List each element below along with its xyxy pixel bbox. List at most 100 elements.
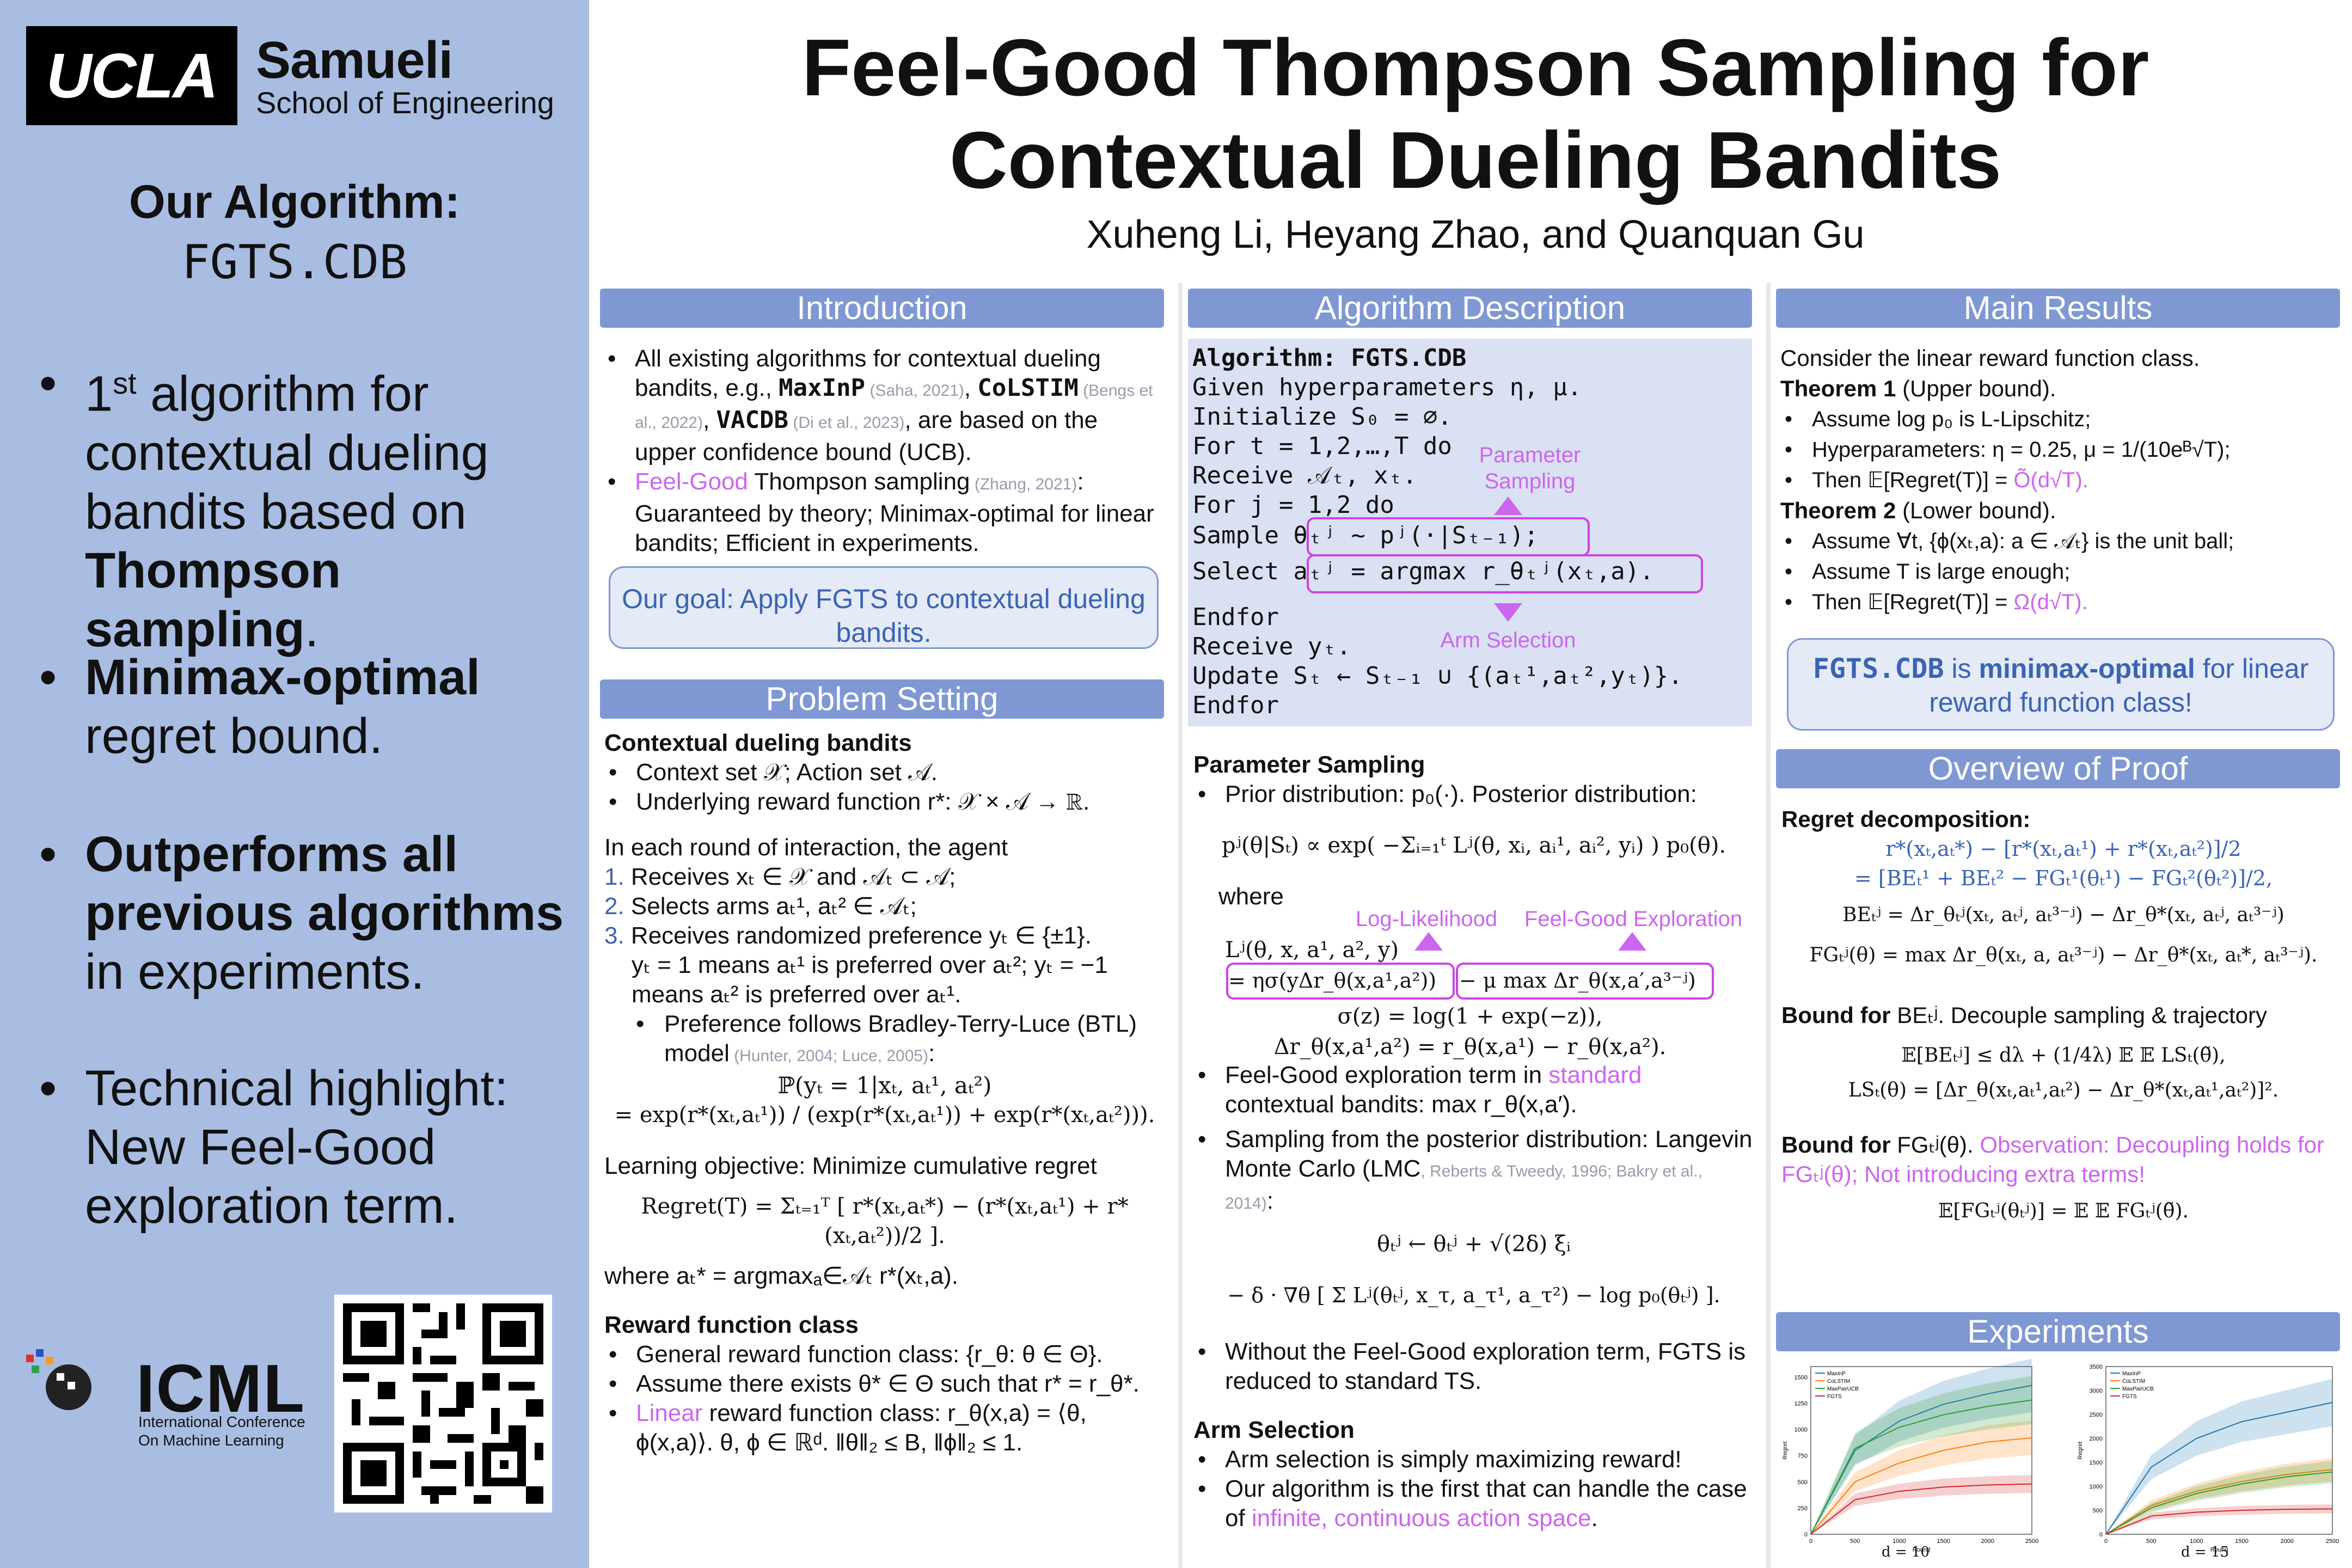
y-tick-label: 3000 — [2090, 1388, 2103, 1394]
series-line-fgts — [1810, 1483, 2032, 1535]
algorithm-line-10: Receive yₜ. — [1192, 633, 1351, 660]
samueli-label: Samueli — [256, 31, 453, 89]
x-tick-label: 2000 — [2281, 1538, 2294, 1545]
x-axis-label: Round — [2210, 1547, 2228, 1553]
x-tick-label: 1000 — [2190, 1538, 2203, 1545]
btl-equation-2: = exp(r*(xₜ,aₜ¹)) / (exp(r*(xₜ,aₜ¹)) + e… — [614, 1102, 1155, 1128]
algorithm-line-9: Endfor — [1192, 603, 1279, 631]
highlight-1: • 1st algorithm for contextual dueling b… — [39, 356, 489, 657]
y-tick-label: 750 — [1798, 1453, 1808, 1460]
algorithm-line-12: Endfor — [1192, 691, 1279, 719]
feel-good-box — [1456, 963, 1714, 1000]
y-tick-label: 2000 — [2090, 1436, 2103, 1442]
y-tick-label: 0 — [2099, 1532, 2103, 1538]
highlight-2: • Minimax-optimal regret bound. — [39, 650, 480, 764]
x-tick-label: 2500 — [2025, 1538, 2038, 1545]
y-tick-label: 0 — [1804, 1532, 1808, 1538]
parameter-sampling-body: Parameter Sampling Prior distribution: p… — [1193, 750, 1754, 911]
x-axis-label: Round — [1913, 1547, 1930, 1553]
series-line-maxinp — [2105, 1402, 2333, 1535]
algorithm-line-7: Sample θₜʲ ~ pʲ(·|Sₜ₋₁); — [1192, 522, 1539, 549]
poster-title-line-1: Feel-Good Thompson Sampling for — [801, 23, 2149, 113]
y-tick-label: 1000 — [1794, 1427, 1808, 1434]
select-highlight-box — [1307, 554, 1703, 593]
main-results-heading: Main Results — [1776, 289, 2340, 328]
y-tick-label: 1500 — [2090, 1460, 2103, 1466]
legend-label: FGTS — [1827, 1394, 1842, 1400]
confidence-band — [2106, 1461, 2332, 1534]
legend-label: FGTS — [2122, 1394, 2137, 1400]
minimax-optimal-box: FGTS.CDB is minimax-optimal for linear r… — [1787, 638, 2335, 731]
arrow-down-icon — [1494, 603, 1522, 622]
algorithm-line-8: Select aₜʲ = argmax r_θₜʲ(xₜ,a). — [1192, 558, 1654, 585]
series-line-fgts — [2105, 1508, 2333, 1535]
y-tick-label: 1000 — [2090, 1484, 2103, 1490]
legend-label: MaxPairUCB — [1827, 1386, 1859, 1392]
delta-equation: Δr_θ(x,a¹,a²) = r_θ(x,a¹) − r_θ(x,a²). — [1273, 1034, 1667, 1059]
chart-caption-d10: d = 10 — [1881, 1544, 1930, 1560]
algorithm-line-6: For j = 1,2 do — [1192, 491, 1394, 519]
highlight-3: • Outperforms all previous algorithms in… — [39, 826, 564, 1000]
overview-of-proof-body: Regret decomposition: r*(xₜ,aₜ*) − [r*(x… — [1781, 806, 2325, 1222]
log-likelihood-term: = ησ(yΔr_θ(x,a¹,a²)) — [1228, 969, 1437, 993]
regret-chart-d15: 0 500 1000 1500 2000 2500 3000 3500 0 500 1000 1500… — [2073, 1359, 2340, 1561]
x-tick-label: 500 — [1850, 1538, 1860, 1545]
posterior-equation: pʲ(θ|Sₜ) ∝ exp( −Σᵢ₌₁ᵗ Lʲ(θ, xᵢ, aᵢ¹, aᵢ… — [1221, 833, 1726, 858]
series-line-maxpairucb — [2105, 1471, 2333, 1535]
algorithm-box — [1188, 339, 1752, 726]
algorithm-line-11: Update Sₜ ← Sₜ₋₁ ∪ {(aₜ¹,aₜ²,yₜ)}. — [1192, 662, 1683, 690]
algorithm-line-5: Receive 𝒜ₜ, xₜ. — [1192, 462, 1417, 489]
y-tick-label: 3500 — [2090, 1364, 2103, 1370]
plot-area — [1810, 1366, 2032, 1535]
algorithm-line-1: Algorithm: FGTS.CDB — [1192, 344, 1467, 372]
x-tick-label: 2000 — [1981, 1538, 1994, 1545]
y-tick-label: 2500 — [2090, 1412, 2103, 1418]
y-tick-label: 250 — [1798, 1505, 1808, 1512]
arrow-up-icon — [1494, 497, 1522, 515]
authors: Xuheng Li, Heyang Zhao, and Quanquan Gu — [1086, 213, 1865, 256]
reward-function-class-heading: Reward function class — [604, 1312, 859, 1338]
introduction-body: All existing algorithms for contextual d… — [603, 344, 1164, 558]
legend-label: CoLSTIM — [2122, 1379, 2145, 1385]
confidence-band — [1811, 1420, 2032, 1534]
sigma-equation: σ(z) = log(1 + exp(−z)), — [1337, 1004, 1603, 1029]
algorithm-line-4: For t = 1,2,…,T do — [1192, 432, 1452, 460]
plot-area — [2105, 1366, 2333, 1535]
y-tick-label: 500 — [2093, 1508, 2103, 1514]
lmc-equation-2: − δ · ∇θ [ Σ Lʲ(θₜʲ, x_τ, a_τ¹, a_τ²) − … — [1227, 1283, 1720, 1307]
log-likelihood-box — [1226, 963, 1455, 1000]
qr-code-icon[interactable] — [334, 1295, 552, 1512]
regret-equation: Regret(T) = Σₜ₌₁ᵀ [ r*(xₜ,aₜ*) − (r*(xₜ,… — [641, 1194, 1129, 1248]
y-tick-label: 1500 — [1794, 1374, 1808, 1381]
confidence-band — [1811, 1474, 2032, 1534]
poster-title-line-2: Contextual Dueling Bandits — [949, 115, 2002, 205]
confidence-band — [1811, 1376, 2032, 1534]
column-divider-1 — [1178, 283, 1183, 1568]
main-results-body: Consider the linear reward function clas… — [1780, 343, 2347, 617]
algorithm-line-2: Given hyperparameters η, μ. — [1192, 373, 1582, 401]
btl-equation-1: ℙ(yₜ = 1|xₜ, aₜ¹, aₜ²) — [777, 1072, 992, 1099]
legend-label: MaxInP — [2122, 1371, 2141, 1377]
feel-good-term: − μ max Δr_θ(x,a′,a³⁻ʲ) — [1459, 969, 1696, 993]
confidence-band — [2106, 1504, 2332, 1534]
icml-logo-icon — [26, 1349, 91, 1410]
feel-good-exploration-label: Feel-Good Exploration — [1524, 907, 1743, 931]
arrow-up-icon — [1618, 932, 1646, 951]
legend-label: CoLSTIM — [1827, 1379, 1850, 1385]
arrow-up-icon — [1414, 932, 1443, 951]
contextual-dueling-bandits-heading: Contextual dueling bandits — [604, 730, 912, 756]
y-axis-label: Regret — [2077, 1441, 2084, 1459]
legend-label: MaxPairUCB — [2122, 1386, 2154, 1392]
algorithm-description-heading: Algorithm Description — [1188, 289, 1752, 328]
x-tick-label: 0 — [2104, 1538, 2108, 1545]
x-tick-label: 1000 — [1892, 1538, 1906, 1545]
overview-of-proof-heading: Overview of Proof — [1776, 749, 2340, 788]
log-likelihood-label: Log-Likelihood — [1355, 907, 1498, 931]
x-tick-label: 500 — [2146, 1538, 2156, 1545]
introduction-heading: Introduction — [600, 289, 1164, 328]
loss-function-label: Lʲ(θ, x, a¹, a², y) — [1225, 938, 1399, 963]
goal-box: Our goal: Apply FGTS to contextual dueli… — [609, 566, 1159, 649]
highlight-4: • Technical highlight: New Feel-Good exp… — [39, 1061, 509, 1234]
y-tick-label: 500 — [1798, 1479, 1808, 1486]
algorithm-notes: Feel-Good exploration term in standard c… — [1193, 1061, 1754, 1533]
